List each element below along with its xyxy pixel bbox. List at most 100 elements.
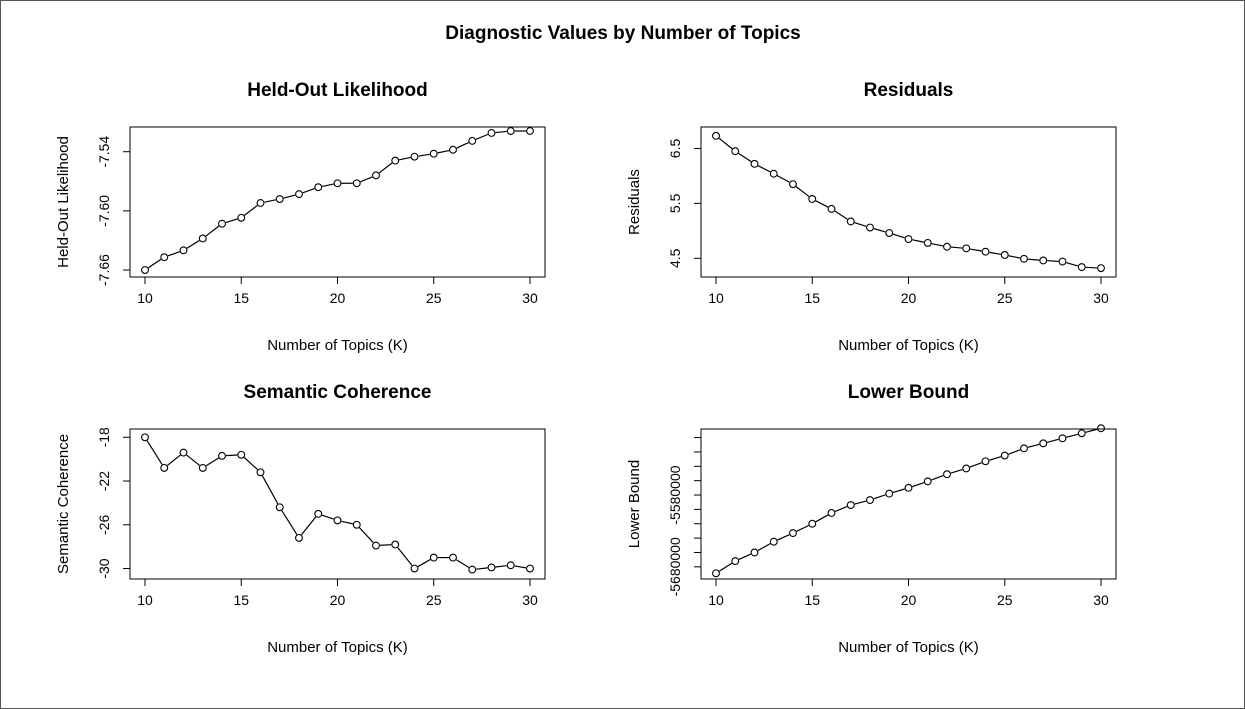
line-segment: [1085, 428, 1098, 433]
data-point: [750, 548, 759, 557]
line-segment: [873, 494, 886, 500]
line-segment: [301, 516, 317, 536]
y-axis-label: Semantic Coherence: [55, 434, 72, 574]
x-tick-label: 30: [1093, 290, 1109, 306]
panel-title: Semantic Coherence: [244, 382, 432, 403]
data-point: [923, 238, 932, 247]
line-segment: [379, 544, 392, 546]
data-point: [526, 564, 534, 573]
data-point: [237, 213, 246, 222]
x-tick-label: 10: [137, 290, 153, 306]
x-tick-label: 25: [426, 290, 442, 306]
data-point: [295, 190, 303, 199]
line-segment: [205, 225, 220, 237]
x-tick-label: 15: [804, 290, 820, 306]
series-line: [712, 424, 1105, 578]
line-segment: [1046, 438, 1059, 443]
line-segment: [322, 183, 334, 187]
panel-title: Lower Bound: [848, 382, 969, 403]
line-segment: [360, 176, 373, 183]
data-point: [468, 136, 477, 145]
line-segment: [186, 454, 200, 466]
data-point: [218, 451, 226, 460]
series-line: [712, 131, 1105, 273]
data-point: [923, 477, 932, 486]
line-segment: [283, 194, 296, 199]
data-point: [866, 496, 874, 505]
line-segment: [397, 547, 413, 566]
data-point: [885, 489, 894, 498]
data-point: [198, 234, 207, 243]
line-segment: [757, 543, 771, 552]
line-segment: [834, 210, 848, 220]
line-segment: [854, 222, 867, 227]
y-axis: -7.66 -7.60 -7.54: [96, 136, 130, 286]
line-segment: [495, 565, 507, 568]
line-segment: [302, 187, 315, 194]
line-segment: [1066, 262, 1079, 267]
data-point: [237, 450, 246, 459]
x-tick-label: 15: [804, 592, 820, 608]
line-segment: [777, 534, 790, 541]
data-point: [943, 470, 951, 479]
data-point: [410, 564, 419, 573]
data-point: [295, 533, 303, 542]
x-tick-label: 30: [522, 290, 538, 306]
data-point: [198, 463, 207, 472]
line-segment: [815, 200, 829, 208]
data-point: [731, 147, 740, 156]
data-point: [1020, 444, 1028, 453]
data-point: [1058, 257, 1067, 266]
x-tick-label: 25: [426, 592, 442, 608]
data-point: [1077, 263, 1086, 272]
data-point: [179, 246, 188, 255]
line-segment: [456, 559, 470, 569]
line-segment: [1027, 443, 1040, 448]
y-tick-label: -26: [96, 514, 112, 534]
line-segment: [1008, 449, 1021, 455]
data-point: [391, 540, 400, 549]
line-segment: [969, 462, 982, 468]
plot-area: [129, 126, 546, 278]
data-point: [372, 171, 380, 180]
plot-area: [700, 428, 1117, 580]
line-segment: [873, 228, 886, 233]
y-axis: -30 -26 -22 -18: [96, 427, 130, 579]
data-point: [885, 229, 894, 237]
panel-title: Residuals: [864, 80, 954, 101]
x-tick-label: 30: [522, 592, 538, 608]
y-axis-label: Lower Bound: [626, 460, 643, 548]
x-axis: 10 15 20 25 30: [708, 277, 1109, 306]
data-point: [429, 553, 438, 562]
series-line: [141, 433, 534, 574]
data-point: [1097, 264, 1105, 273]
x-axis-label: Number of Topics (K): [267, 337, 408, 354]
y-axis: 4.5 5.5 6.5: [667, 139, 701, 268]
y-tick-label: -18: [96, 427, 112, 447]
chart-panels: Held-Out Likelihood 10 15 20 25 30 Number of T…: [55, 80, 1117, 656]
data-point: [352, 520, 361, 529]
panel-4: Lower Bound 10 15 20 25 30 Number of Topics (K…: [626, 382, 1117, 656]
y-tick-label: -7.60: [96, 195, 112, 227]
data-point: [789, 180, 797, 189]
data-point: [981, 457, 990, 466]
line-segment: [738, 553, 752, 560]
line-segment: [796, 524, 809, 532]
data-point: [1077, 429, 1086, 438]
y-axis: -5680000 -5580000: [667, 437, 701, 596]
line-segment: [815, 514, 829, 523]
data-point: [962, 464, 971, 473]
data-point: [769, 537, 778, 546]
line-segment: [950, 246, 963, 249]
y-tick-label: 6.5: [667, 139, 683, 159]
data-point: [429, 149, 438, 158]
x-axis-label: Number of Topics (K): [838, 639, 979, 656]
line-segment: [261, 475, 279, 505]
line-segment: [418, 153, 430, 157]
panel-2: Residuals 10 15 20 25 30 Number of Topics (K) 4…: [626, 80, 1117, 354]
line-segment: [795, 186, 810, 198]
data-point: [141, 433, 149, 442]
data-point: [160, 253, 169, 262]
data-point: [256, 468, 265, 477]
